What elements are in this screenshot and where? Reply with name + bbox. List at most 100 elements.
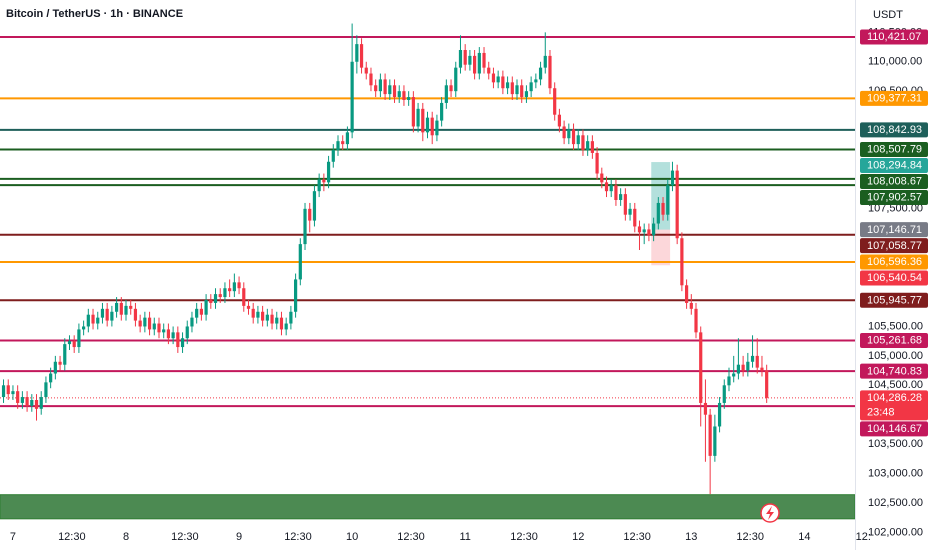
candle-body	[708, 414, 712, 456]
candle-body	[430, 117, 434, 136]
candle-body	[684, 285, 689, 303]
candle-body	[96, 317, 100, 324]
price-label	[860, 363, 928, 379]
candle-body	[114, 302, 119, 312]
x-tick-label: 14	[798, 531, 810, 543]
y-tick-label: 105,500.00	[868, 320, 923, 332]
candle-body	[666, 185, 670, 215]
candle-body	[675, 170, 679, 239]
candle-body	[515, 85, 519, 95]
candle-body	[275, 317, 279, 324]
candle-body	[402, 91, 406, 100]
candle-body	[256, 311, 260, 318]
candle-body	[633, 208, 637, 227]
candle-body	[213, 294, 218, 303]
candle-body	[765, 370, 769, 398]
candle-body	[34, 400, 39, 409]
price-label	[860, 29, 928, 45]
x-tick-label: 12	[572, 531, 584, 543]
candle-body	[609, 185, 613, 192]
candle-body	[717, 402, 722, 427]
candle-body	[326, 161, 331, 183]
replay-icon[interactable]	[760, 503, 780, 523]
price-axis: 110,500.00110,000.00109,500.00107,500.00…	[860, 26, 928, 538]
currency-label[interactable]: USDT	[873, 9, 903, 21]
candle-body	[180, 338, 185, 348]
candle-body	[473, 55, 477, 74]
candle-body	[91, 314, 95, 324]
candle-body	[750, 355, 755, 362]
candle-body	[185, 326, 189, 339]
candle-body	[510, 82, 514, 95]
price-label-text: 108,507.79	[867, 144, 922, 156]
candle-body	[586, 141, 590, 150]
y-tick-label: 102,500.00	[868, 497, 923, 509]
candle-body	[619, 194, 623, 200]
candle-body	[143, 317, 147, 327]
candle-body	[553, 88, 557, 115]
candle-body	[49, 373, 53, 383]
y-tick-label: 103,500.00	[868, 438, 923, 450]
candle-body	[317, 179, 321, 192]
candle-body	[491, 73, 496, 83]
y-tick-label: 107,500.00	[868, 203, 923, 215]
candle-body	[637, 226, 642, 233]
price-label	[860, 174, 928, 190]
candle-body	[746, 361, 750, 371]
price-label-text: 105,945.77	[867, 294, 922, 306]
candle-body	[58, 361, 62, 365]
x-tick-label: 12:	[856, 531, 871, 543]
candle-body	[176, 332, 180, 348]
candle-body	[383, 79, 387, 95]
candle-body	[562, 126, 566, 139]
x-tick-label: 12:30	[397, 531, 425, 543]
candle-body	[119, 302, 123, 315]
candle-body	[397, 91, 401, 98]
candle-body	[760, 367, 764, 371]
price-label-text: 110,421.07	[867, 31, 921, 43]
x-tick-label: 12:30	[510, 531, 538, 543]
price-label-text: 104,146.67	[867, 423, 922, 435]
candle-body	[11, 391, 15, 395]
candle-body	[133, 308, 138, 321]
candle-body	[77, 329, 81, 348]
x-tick-label: 8	[123, 531, 129, 543]
candle-body	[529, 82, 533, 92]
candle-body	[505, 82, 510, 89]
price-label	[860, 270, 928, 286]
candle-body	[63, 344, 67, 365]
plot-area	[0, 23, 856, 520]
candle-body	[265, 314, 269, 321]
candle-body	[482, 52, 486, 68]
candle-body	[374, 85, 378, 92]
candle-body	[534, 79, 538, 83]
price-label	[860, 238, 928, 254]
y-tick-label: 110,000.00	[868, 56, 922, 68]
y-tick-label: 102,000.00	[868, 526, 923, 538]
candle-body	[732, 373, 736, 377]
y-tick-label: 103,000.00	[868, 467, 923, 479]
x-tick-label: 12:30	[736, 531, 764, 543]
candle-body	[39, 397, 43, 409]
candle-body	[242, 288, 246, 306]
candle-body	[458, 50, 463, 68]
candle-body	[670, 170, 675, 186]
candle-body	[110, 311, 114, 321]
candle-body	[378, 79, 382, 92]
candle-body	[736, 364, 741, 374]
y-tick-label: 105,000.00	[868, 350, 923, 362]
candle-body	[166, 329, 171, 339]
price-label	[860, 254, 928, 270]
candle-body	[86, 314, 90, 327]
candle-body	[284, 323, 288, 330]
candle-body	[487, 67, 491, 74]
candle-body	[416, 108, 420, 127]
price-label-text: 104,740.83	[867, 365, 922, 377]
candle-body	[364, 67, 368, 74]
x-tick-label: 7	[10, 531, 16, 543]
price-label-text: 108,294.84	[867, 160, 922, 172]
candle-body	[355, 44, 359, 62]
candle-body	[440, 102, 444, 121]
x-tick-label: 12:30	[623, 531, 651, 543]
candle-body	[524, 91, 529, 98]
